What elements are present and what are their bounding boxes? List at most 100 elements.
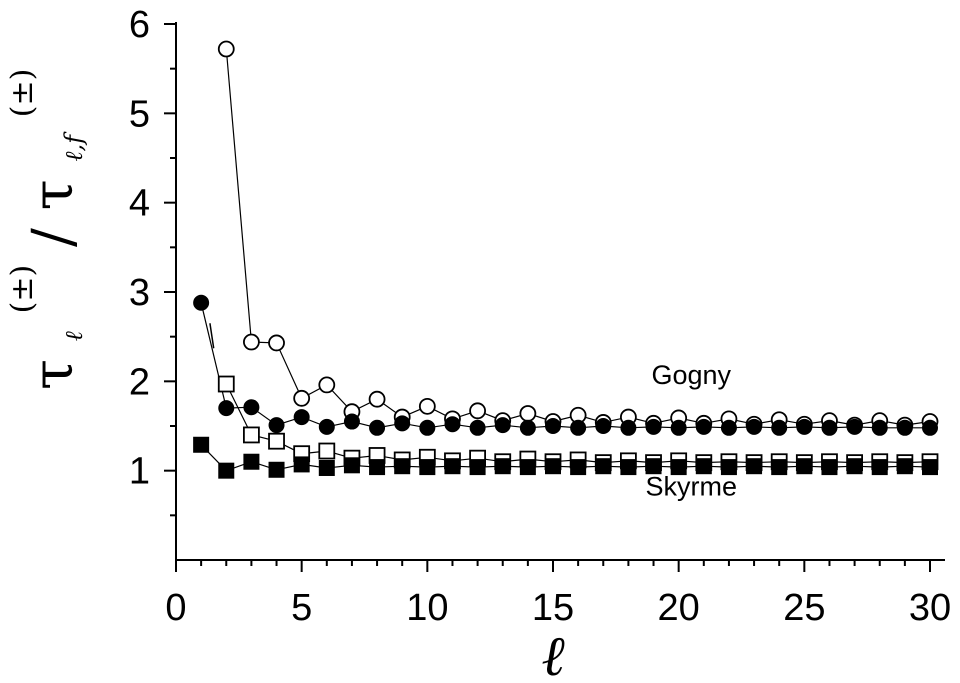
y-label-sub-2: ℓ,f bbox=[60, 131, 88, 162]
filled-square-point bbox=[821, 459, 838, 476]
y-label-sub-1: ℓ bbox=[60, 331, 88, 341]
svg-text:τ ℓ (±) /: τ ℓ (±) / τ ℓ,f (±) bbox=[0, 69, 96, 390]
filled-square-point bbox=[595, 458, 612, 475]
filled-circle-point bbox=[444, 416, 461, 433]
filled-circle-point bbox=[720, 419, 737, 436]
filled-circle-point bbox=[318, 418, 335, 435]
x-tick-label: 15 bbox=[532, 587, 574, 629]
filled-square-point bbox=[670, 459, 687, 476]
filled-square-point bbox=[369, 459, 386, 476]
annotation-skyrme: Skyrme bbox=[645, 472, 737, 502]
filled-circle-point bbox=[243, 399, 260, 416]
filled-circle-point bbox=[896, 419, 913, 436]
open-circle-point bbox=[469, 402, 487, 420]
series-line-1 bbox=[225, 48, 931, 426]
filled-circle-point bbox=[796, 418, 813, 435]
filled-square-point bbox=[871, 459, 888, 476]
filled-square-point bbox=[444, 458, 461, 475]
filled-square-point bbox=[243, 453, 260, 470]
filled-square-point bbox=[394, 458, 411, 475]
open-square-point bbox=[242, 426, 260, 444]
y-axis-label: τ ℓ (±) / τ ℓ,f (±) bbox=[0, 69, 96, 390]
filled-square-point bbox=[846, 458, 863, 475]
open-square-point bbox=[318, 442, 336, 460]
y-tick-label: 2 bbox=[129, 361, 150, 403]
open-circle-point bbox=[368, 390, 386, 408]
filled-square-point bbox=[720, 459, 737, 476]
filled-circle-point bbox=[670, 419, 687, 436]
filled-circle-point bbox=[871, 419, 888, 436]
open-square-point bbox=[268, 432, 285, 450]
open-circle-point bbox=[217, 40, 235, 58]
x-axis-label: ℓ bbox=[541, 624, 565, 683]
filled-circle-point bbox=[695, 418, 712, 435]
filled-square-point bbox=[293, 456, 310, 473]
filled-circle-point bbox=[494, 417, 511, 434]
filled-square-point bbox=[494, 458, 511, 475]
y-label-sup-2: (±) bbox=[5, 69, 40, 118]
filled-circle-point bbox=[645, 418, 662, 435]
filled-circle-point bbox=[293, 409, 310, 426]
series-line-4 bbox=[200, 444, 931, 472]
filled-circle-point bbox=[620, 419, 637, 436]
filled-circle-point bbox=[846, 418, 863, 435]
filled-circle-point bbox=[469, 419, 486, 436]
open-circle-point bbox=[519, 405, 537, 422]
filled-square-point bbox=[343, 457, 360, 474]
filled-circle-point bbox=[193, 294, 210, 311]
open-circle-point bbox=[293, 389, 311, 407]
filled-circle-point bbox=[419, 419, 436, 436]
x-tick-label: 30 bbox=[909, 587, 951, 629]
y-tick-label: 1 bbox=[129, 451, 150, 493]
filled-square-point bbox=[519, 459, 536, 476]
filled-circle-point bbox=[922, 419, 938, 436]
filled-circle-point bbox=[369, 419, 386, 436]
filled-circle-point bbox=[218, 400, 235, 417]
filled-square-point bbox=[570, 459, 587, 476]
filled-square-point bbox=[268, 461, 285, 478]
y-label-tau-2: τ bbox=[21, 179, 86, 210]
filled-square-point bbox=[922, 459, 938, 476]
filled-circle-point bbox=[595, 418, 612, 434]
filled-square-point bbox=[545, 458, 561, 475]
filled-square-point bbox=[620, 459, 637, 476]
open-circle-point bbox=[242, 333, 260, 351]
series-lines bbox=[200, 48, 931, 472]
x-tick-label: 25 bbox=[783, 587, 825, 629]
open-circle-point bbox=[268, 334, 285, 352]
filled-circle-point bbox=[519, 419, 536, 436]
y-tick-label: 6 bbox=[129, 4, 150, 46]
x-tick-label: 20 bbox=[658, 587, 700, 629]
annotation-gogny: Gogny bbox=[651, 360, 731, 390]
filled-circle-point bbox=[545, 418, 561, 434]
series-line-2 bbox=[200, 302, 930, 429]
filled-circle-point bbox=[394, 415, 411, 432]
filled-circle-point bbox=[570, 419, 587, 436]
x-tick-label: 10 bbox=[406, 587, 448, 629]
filled-square-point bbox=[645, 458, 662, 475]
filled-square-point bbox=[218, 462, 235, 479]
y-tick-label: 3 bbox=[129, 272, 150, 314]
y-label-tau-1: τ bbox=[21, 359, 86, 390]
filled-square-point bbox=[695, 458, 712, 475]
x-tick-label: 5 bbox=[291, 587, 312, 629]
x-tick-label: 0 bbox=[165, 587, 186, 629]
filled-circle-point bbox=[268, 417, 285, 434]
y-label-sup-1: (±) bbox=[5, 265, 40, 314]
filled-circle-point bbox=[746, 418, 763, 435]
filled-square-point bbox=[318, 459, 335, 476]
open-circle-point bbox=[418, 397, 436, 415]
y-label-slash: / bbox=[21, 228, 86, 247]
filled-square-point bbox=[796, 458, 813, 475]
filled-circle-point bbox=[821, 419, 838, 436]
filled-square-point bbox=[419, 459, 436, 476]
filled-square-point bbox=[746, 458, 763, 475]
tick-labels: 0 5 10 15 20 25 30 1 2 3 4 5 6 bbox=[129, 4, 951, 629]
open-circle-point bbox=[318, 376, 336, 394]
axes bbox=[164, 22, 945, 572]
filled-square-point bbox=[896, 458, 913, 475]
series-markers bbox=[193, 40, 939, 479]
filled-square-point bbox=[193, 436, 210, 453]
filled-square-point bbox=[771, 459, 788, 476]
